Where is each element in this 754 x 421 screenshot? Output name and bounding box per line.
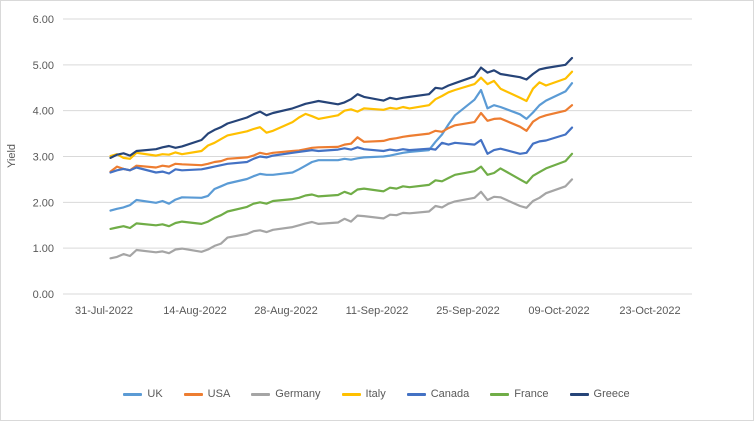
legend-swatch-usa (183, 392, 203, 396)
y-tick-label: 3.00 (33, 152, 54, 164)
y-axis-tick-labels: 0.00 1.00 2.00 3.00 4.00 5.00 6.00 (33, 14, 54, 301)
series-line-canada (109, 126, 574, 175)
y-axis-title: Yield (6, 144, 18, 168)
y-tick-label: 2.00 (33, 197, 54, 209)
legend-item-canada: Canada (406, 387, 470, 400)
legend-swatch-france (490, 392, 510, 396)
legend-item-germany: Germany (251, 387, 321, 400)
y-tick-label: 1.00 (33, 243, 54, 255)
legend-label: Canada (430, 387, 470, 400)
legend-item-usa: USA (183, 387, 231, 400)
legend-item-uk: UK (123, 387, 163, 400)
x-axis-tick-labels: 31-Jul-2022 14-Aug-2022 28-Aug-2022 11-Sep-… (75, 305, 681, 317)
y-tick-label: 4.00 (33, 106, 54, 118)
series-line-greece (109, 56, 574, 159)
y-tick-label: 6.00 (33, 14, 54, 26)
chart-legend: UK USA Germany Italy Canada France Greece (63, 385, 690, 403)
legend-swatch-canada (406, 392, 426, 396)
legend-item-greece: Greece (569, 387, 630, 400)
legend-swatch-greece (569, 392, 589, 396)
legend-label: France (514, 387, 549, 400)
x-tick-label: 25-Sep-2022 (436, 305, 500, 317)
legend-swatch-uk (123, 392, 143, 396)
x-tick-label: 31-Jul-2022 (75, 305, 133, 317)
series-line-uk (109, 82, 574, 212)
legend-swatch-germany (251, 392, 271, 396)
y-tick-label: 0.00 (33, 289, 54, 301)
legend-label: Greece (593, 387, 630, 400)
series-line-italy (109, 70, 574, 160)
x-tick-label: 23-Oct-2022 (619, 305, 680, 317)
legend-label: USA (207, 387, 231, 400)
legend-label: UK (147, 387, 163, 400)
series-line-france (109, 152, 574, 230)
series-line-germany (109, 178, 574, 260)
legend-item-france: France (490, 387, 549, 400)
legend-label: Italy (365, 387, 386, 400)
y-tick-label: 5.00 (33, 60, 54, 72)
legend-swatch-italy (341, 392, 361, 396)
series-line-usa (109, 104, 574, 173)
legend-item-italy: Italy (341, 387, 386, 400)
series-lines (109, 56, 574, 260)
x-tick-label: 09-Oct-2022 (528, 305, 589, 317)
x-tick-label: 11-Sep-2022 (346, 305, 409, 317)
x-tick-label: 14-Aug-2022 (163, 305, 227, 317)
legend-label: Germany (275, 387, 321, 400)
x-tick-label: 28-Aug-2022 (254, 305, 318, 317)
